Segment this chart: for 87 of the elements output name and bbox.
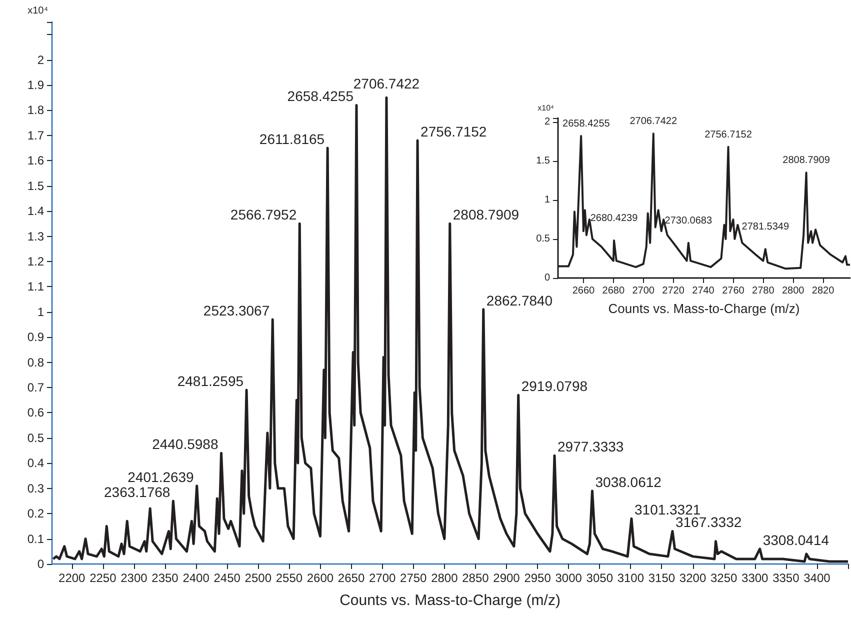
y-tick-label: 0.4: [27, 456, 44, 470]
x-tick-label: 2850: [462, 571, 490, 585]
y-axis-title: x10⁴: [28, 6, 48, 16]
y-tick-label: 1.8: [27, 103, 44, 118]
annotation: 3308.0414: [762, 532, 830, 548]
y-tick-label: 0.3: [27, 481, 44, 496]
annotation: 2658.4255: [562, 118, 610, 130]
annotation: 2523.3067: [203, 302, 270, 318]
annotation: 2401.2639: [128, 468, 194, 485]
x-tick-label: 2700: [368, 571, 396, 585]
y-tick-label: 1.5: [536, 155, 550, 166]
x-tick-label: 2760: [722, 286, 745, 296]
annotation: 2706.7422: [630, 116, 678, 128]
y-tick-label: 1: [37, 304, 44, 319]
x-axis-title: Counts vs. Mass-to-Charge (m/z): [340, 592, 560, 609]
annotation: 2756.7152: [704, 129, 752, 140]
y-tick-label: 0.6: [27, 406, 44, 420]
y-tick-label: 1.2: [27, 254, 44, 268]
annotation: 3038.0612: [595, 474, 662, 490]
x-tick-label: 2720: [662, 286, 685, 296]
x-tick-label: 2800: [782, 286, 805, 296]
x-tick-label: 2500: [244, 571, 272, 585]
y-tick-label: 0: [544, 272, 550, 284]
x-tick-label: 2660: [572, 286, 596, 296]
x-tick-label: 2900: [493, 571, 520, 585]
x-tick-label: 2800: [431, 571, 458, 585]
annotation: 2919.0798: [521, 378, 588, 394]
annotation: 2680.4239: [590, 213, 638, 224]
annotation: 2566.7952: [230, 206, 297, 223]
y-tick-label: 0.5: [27, 430, 44, 445]
annotation: 2706.7422: [353, 76, 420, 92]
x-tick-label: 3150: [648, 571, 676, 585]
x-tick-label: 3100: [617, 571, 644, 585]
x-tick-label: 2400: [182, 571, 210, 585]
x-tick-label: 2350: [152, 571, 179, 585]
x-tick-label: 3300: [742, 571, 769, 585]
annotation: 2611.8165: [259, 131, 325, 148]
y-tick-label: 1.1: [27, 280, 44, 294]
y-tick-label: 1.7: [27, 128, 44, 142]
y-tick-label: 1.5: [27, 178, 44, 193]
y-tick-label: 1: [544, 194, 550, 206]
annotation: 2781.5349: [742, 222, 790, 233]
y-tick-label: 1.6: [27, 154, 44, 168]
x-tick-label: 3000: [555, 571, 582, 585]
annotation: 2363.1768: [104, 484, 170, 500]
y-tick-label: 2: [37, 52, 44, 67]
annotation: 2481.2595: [177, 373, 244, 390]
x-tick-label: 3050: [586, 571, 614, 585]
annotation: 2440.5988: [152, 436, 218, 452]
x-tick-label: 2740: [692, 286, 715, 296]
x-tick-label: 2200: [58, 571, 86, 585]
x-tick-label: 2680: [602, 286, 625, 296]
x-tick-label: 2750: [400, 571, 428, 585]
annotation: 2730.0683: [664, 215, 712, 226]
x-tick-label: 2250: [90, 571, 117, 585]
x-tick-label: 2550: [276, 571, 303, 585]
x-tick-label: 3200: [679, 571, 706, 585]
annotation: 2808.7909: [782, 155, 830, 166]
x-tick-label: 2780: [752, 286, 775, 296]
x-tick-label: 2300: [120, 571, 148, 585]
x-tick-label: 2950: [524, 571, 552, 585]
y-tick-label: 1.9: [27, 78, 44, 92]
x-tick-label: 2820: [812, 286, 835, 296]
annotation: 2977.3333: [558, 438, 624, 455]
x-tick-label: 2650: [338, 571, 365, 585]
annotation: 2862.7840: [486, 292, 553, 308]
y-tick-label: 0: [37, 557, 44, 571]
x-tick-label: 3350: [772, 571, 800, 585]
x-tick-label: 2600: [306, 571, 334, 585]
y-tick-label: 0.9: [27, 330, 44, 344]
x-tick-label: 2450: [214, 571, 241, 585]
x-tick-label: 3250: [710, 571, 738, 585]
y-tick-label: 0.8: [27, 355, 44, 370]
y-tick-label: 0.1: [27, 532, 44, 546]
annotation: 2756.7152: [420, 123, 487, 140]
y-tick-label: 0.5: [536, 233, 550, 244]
y-tick-label: 2: [544, 116, 550, 128]
y-tick-label: 0.2: [27, 506, 44, 521]
x-tick-label: 3400: [804, 571, 831, 585]
y-tick-label: 0.7: [27, 380, 44, 395]
y-tick-label: 1.4: [27, 204, 44, 218]
x-tick-label: 2700: [632, 286, 655, 296]
y-tick-label: 1.3: [27, 229, 44, 244]
annotation: 2658.4255: [287, 88, 354, 104]
y-axis-title: x10⁴: [538, 104, 555, 112]
annotation: 2808.7909: [452, 206, 520, 223]
x-axis-title: Counts vs. Mass-to-Charge (m/z): [608, 301, 800, 316]
